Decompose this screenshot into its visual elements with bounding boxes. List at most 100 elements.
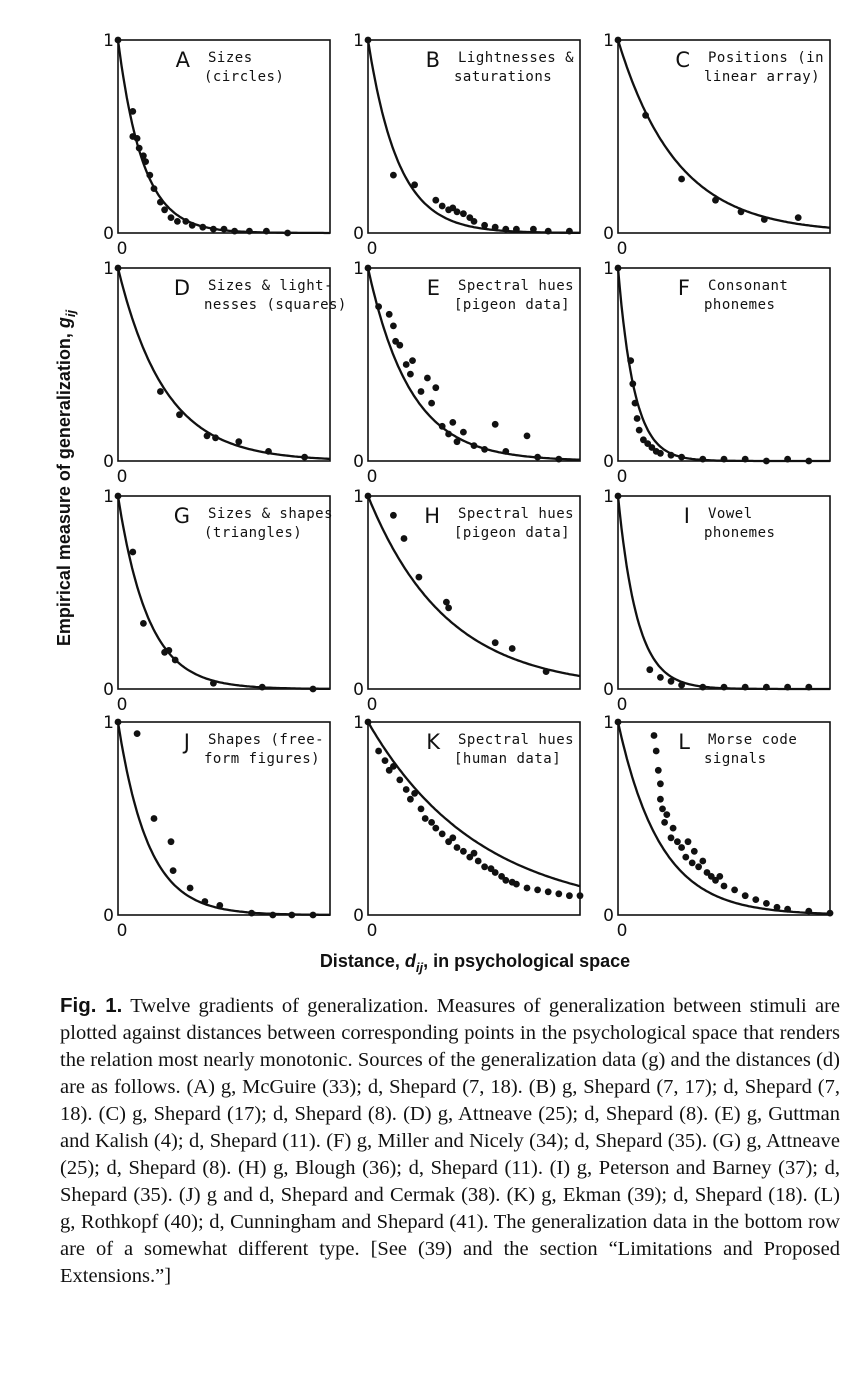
data-point [523,884,531,892]
data-point [407,370,414,378]
data-point [424,374,431,382]
data-point [428,399,435,407]
panel-frame [117,267,331,462]
data-point [544,227,552,235]
panel-title-line: signals [704,751,767,767]
x-tick-zero: 0 [367,467,378,487]
x-axis-label-text: Distance, [320,951,405,971]
data-point [396,341,404,349]
data-point [470,442,478,449]
y-tick-zero: 0 [103,906,114,926]
data-point [720,683,728,691]
data-point [491,223,499,231]
data-point [460,210,467,218]
data-point [555,890,563,898]
data-point [648,444,656,451]
data-point [453,438,461,446]
data-point [659,805,666,813]
panel-frame [117,495,331,690]
data-point [199,223,207,231]
data-point [438,202,446,210]
data-point [657,674,664,681]
data-point [309,911,317,919]
data-point [402,786,410,793]
data-point [284,229,291,237]
panel-title-line: Spectral hues [458,506,574,522]
y-tick-one: 1 [103,31,114,51]
data-point [614,264,622,272]
x-tick-zero: 0 [117,695,128,715]
x-tick-zero: 0 [117,239,128,259]
data-point [114,718,122,726]
panel-a: 1 00 A Sizes (circles) [103,31,331,259]
panel-title-line: [pigeon data] [454,525,570,541]
panel-h: 1 00 H Spectral hues [pigeon data] [353,487,581,715]
x-tick-zero: 0 [367,921,378,941]
data-point [133,135,141,142]
panel-title-line: Sizes & shapes [208,506,333,522]
data-point [699,455,707,463]
data-point [182,218,190,225]
data-point [201,898,209,905]
data-point [669,824,677,832]
data-point [695,863,702,871]
data-point [667,451,675,459]
data-point [210,225,217,233]
data-point [210,679,217,687]
y-tick-zero: 0 [103,680,114,700]
y-tick-one: 1 [603,259,614,279]
data-point [235,438,243,446]
fit-curve [616,721,831,915]
data-point [135,144,143,152]
data-point [566,227,573,235]
data-point [385,310,393,318]
data-point [129,108,137,115]
data-point [375,303,382,310]
data-point [129,548,137,556]
x-axis-label-subscript: ij [416,960,424,975]
data-point [523,432,531,440]
y-axis-label-symbol: g [54,317,74,329]
y-tick-zero: 0 [603,224,614,244]
y-tick-zero: 0 [353,452,364,472]
panel-title-line: (triangles) [204,525,302,541]
panel-l: 1 00 L Morse code signals [603,713,834,941]
y-tick-zero: 0 [103,452,114,472]
data-point [470,849,478,857]
panel-title: Shapes (free-form figures) [204,732,324,767]
y-tick-one: 1 [353,31,364,51]
data-point [784,683,791,691]
data-point [263,227,270,235]
panel-title: Morse code signals [704,732,797,767]
data-point [438,422,446,430]
data-point [174,218,181,225]
data-point [491,639,499,647]
data-point [763,900,770,907]
x-tick-zero: 0 [117,467,128,487]
data-point [146,171,154,179]
data-point [150,815,158,822]
data-point [265,448,272,455]
data-point [309,685,317,693]
fit-curve [366,39,580,234]
data-point [114,36,122,44]
data-point [114,264,122,272]
y-tick-one: 1 [103,487,114,507]
data-point [699,857,707,865]
data-point [654,766,662,774]
data-point [741,683,749,691]
panel-title-line: Shapes (free- [208,732,324,748]
panel-title-line: linear array) [704,69,820,85]
data-point [555,455,563,463]
panel-title-line: Sizes & light- [208,278,333,294]
panel-title-line: Lightnesses & [458,50,574,66]
data-point [678,175,685,183]
data-point [411,790,418,797]
data-point [417,805,425,813]
panel-letter: F [678,276,690,300]
panel-title-line: Positions (in [708,50,824,66]
panel-frame [117,39,331,234]
data-point [216,902,224,909]
data-point [481,863,488,871]
